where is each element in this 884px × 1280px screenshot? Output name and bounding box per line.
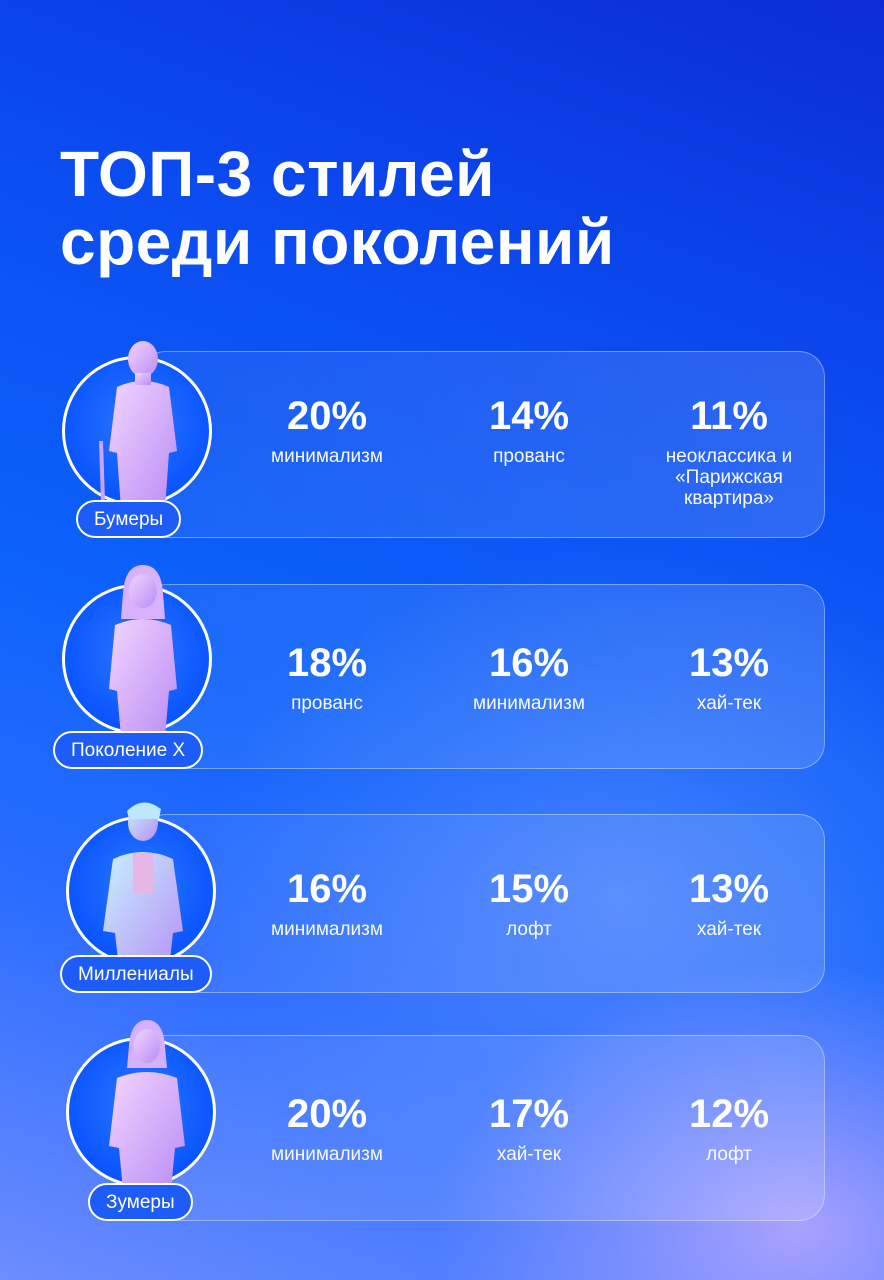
stat-3: 13% хай-тек: [634, 641, 824, 714]
title-line-1: ТОП-3 стилей: [60, 138, 495, 210]
generation-tag-gen-x: Поколение X: [53, 731, 204, 769]
generation-name: Зумеры: [106, 1192, 175, 1213]
stat-label: лофт: [506, 919, 552, 940]
stat-value: 16%: [488, 641, 570, 685]
stat-3: 13% хай-тек: [634, 867, 824, 940]
stat-label: минимализм: [271, 919, 383, 940]
generation-tag-millennials: Миллениалы: [60, 955, 212, 993]
stats-card: 16% минимализм 15% лофт 13% хай-тек: [140, 814, 825, 993]
stats-card: 20% минимализм 17% хай-тек 12% лофт: [140, 1035, 825, 1221]
stats-card: 18% прованс 16% минимализм 13% хай-тек: [140, 584, 825, 769]
avatar-gen-x: [62, 565, 212, 737]
stat-label: минимализм: [473, 693, 585, 714]
avatar-millennial: [66, 802, 216, 969]
stat-label: хай-тек: [696, 919, 762, 940]
avatar-zoomer: [66, 1020, 216, 1190]
stat-value: 13%: [688, 641, 770, 685]
stat-label: неоклассика и «Парижская квартира»: [665, 446, 793, 509]
stat-value: 16%: [286, 867, 368, 911]
stat-value: 20%: [286, 1092, 368, 1136]
generation-tag-zoomers: Зумеры: [88, 1183, 193, 1221]
generation-name: Бумеры: [94, 509, 164, 530]
stat-2: 16% минимализм: [429, 641, 629, 714]
stat-1: 20% минимализм: [227, 1092, 427, 1165]
stat-label: лофт: [706, 1144, 752, 1165]
stat-2: 15% лофт: [429, 867, 629, 940]
stat-label: прованс: [291, 693, 363, 714]
stat-label: прованс: [493, 446, 565, 467]
title-line-2: среди поколений: [60, 206, 615, 278]
generation-name: Миллениалы: [78, 964, 194, 985]
stat-value: 12%: [688, 1092, 770, 1136]
avatar-boomer: [62, 341, 212, 509]
stat-value: 14%: [488, 394, 570, 438]
stat-label: минимализм: [271, 446, 383, 467]
stat-1: 16% минимализм: [227, 867, 427, 940]
stat-2: 17% хай-тек: [429, 1092, 629, 1165]
stat-2: 14% прованс: [429, 394, 629, 467]
stat-1: 20% минимализм: [227, 394, 427, 467]
stat-value: 13%: [688, 867, 770, 911]
stat-value: 11%: [690, 394, 768, 438]
stat-value: 20%: [286, 394, 368, 438]
stat-label: хай-тек: [696, 693, 762, 714]
stat-value: 18%: [286, 641, 368, 685]
page-title: ТОП-3 стилей среди поколений: [60, 140, 615, 276]
stat-value: 15%: [488, 867, 570, 911]
stat-1: 18% прованс: [227, 641, 427, 714]
stat-value: 17%: [488, 1092, 570, 1136]
generation-tag-boomers: Бумеры: [76, 500, 182, 538]
generation-name: Поколение X: [71, 740, 186, 761]
stat-3: 11% неоклассика и «Парижская квартира»: [634, 394, 824, 509]
stat-3: 12% лофт: [634, 1092, 824, 1165]
stat-label: минимализм: [271, 1144, 383, 1165]
stats-card: 20% минимализм 14% прованс 11% неокласси…: [140, 351, 825, 538]
stat-label: хай-тек: [496, 1144, 562, 1165]
